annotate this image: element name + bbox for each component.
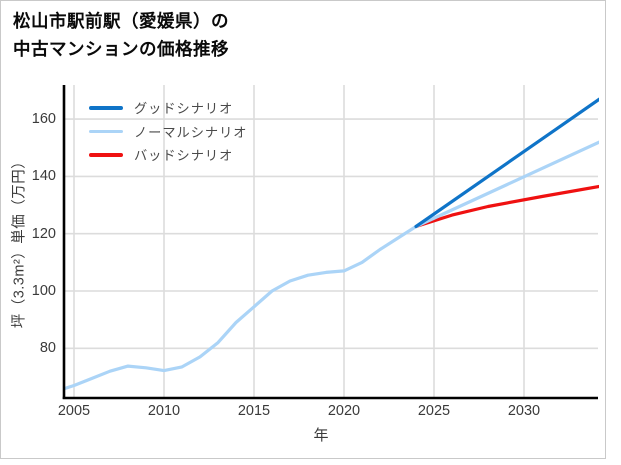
legend-item-good[interactable]: グッドシナリオ	[89, 96, 248, 120]
legend-label: グッドシナリオ	[134, 101, 234, 117]
chart-card: 松山市駅前駅（愛媛県）の 中古マンションの価格推移 グッドシナリオ ノーマルシナ…	[0, 0, 606, 459]
y-tick-120: 120	[31, 226, 56, 242]
y-tick-80: 80	[39, 340, 56, 356]
y-tick-140: 140	[31, 168, 56, 184]
legend-item-normal[interactable]: ノーマルシナリオ	[89, 120, 248, 144]
y-axis-title: 坪（3.3m²）単価（万円）	[11, 153, 28, 329]
x-tick-2015: 2015	[237, 403, 271, 419]
x-tick-2005: 2005	[57, 403, 91, 419]
y-tick-160: 160	[31, 111, 56, 127]
chart-title-line1: 松山市駅前駅（愛媛県）の	[13, 11, 229, 31]
x-tick-2025: 2025	[417, 403, 451, 419]
legend-label: バッドシナリオ	[134, 148, 234, 164]
x-axis-title: 年	[313, 427, 329, 444]
legend-label: ノーマルシナリオ	[134, 124, 248, 140]
chart-title: 松山市駅前駅（愛媛県）の 中古マンションの価格推移	[13, 7, 229, 63]
y-tick-100: 100	[31, 283, 56, 299]
bad-scenario-line-swatch	[89, 153, 123, 157]
normal-scenario-line-swatch	[89, 129, 123, 134]
price-trend-chart	[62, 85, 599, 400]
good-scenario-line-swatch	[89, 106, 123, 110]
x-tick-2020: 2020	[327, 403, 361, 419]
x-tick-2010: 2010	[147, 403, 181, 419]
legend: グッドシナリオ ノーマルシナリオ バッドシナリオ	[89, 96, 248, 167]
chart-title-line2: 中古マンションの価格推移	[13, 39, 229, 59]
x-tick-2030: 2030	[507, 403, 541, 419]
legend-item-bad[interactable]: バッドシナリオ	[89, 143, 248, 167]
